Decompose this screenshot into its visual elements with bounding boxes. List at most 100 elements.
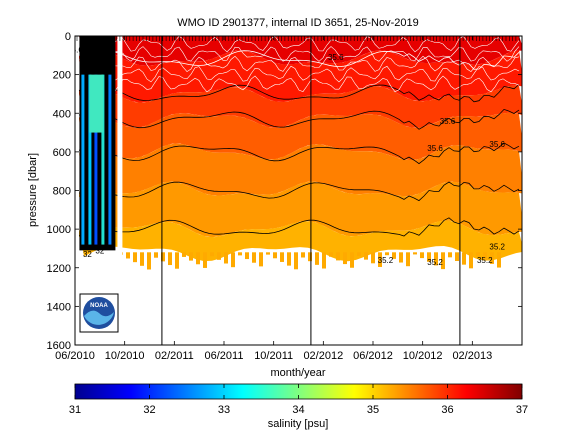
x-tick-label: 02/2011 (155, 350, 194, 362)
surface-contour-line (98, 65, 520, 83)
fringe-bar (483, 252, 487, 261)
x-tick-label: 06/2011 (205, 350, 244, 362)
fringe-bar (322, 252, 326, 269)
fringe-bar (238, 252, 242, 256)
colorbar-tick-label: 34 (292, 404, 304, 416)
fringe-bar (371, 252, 375, 264)
colorbar-tick-label: 33 (218, 404, 230, 416)
fringe-bar (231, 252, 235, 268)
contour-line (78, 84, 520, 103)
low-salinity-column (79, 36, 123, 264)
contour-line (78, 142, 520, 165)
salinity-band (79, 112, 522, 161)
y-axis: 0 200 400 600 800 1000 1200 1400 1600 (47, 31, 522, 352)
column-patch (89, 74, 104, 133)
fringe-bar (308, 252, 312, 262)
fringe-bar (441, 252, 445, 270)
fringe-bar (252, 252, 256, 263)
colorbar-ticks: 31 32 33 34 35 36 37 (69, 384, 528, 416)
contour-label: 35.2 (378, 256, 394, 265)
fringe-bar (385, 252, 389, 256)
x-tick-label: 02/2013 (452, 350, 492, 362)
salinity-band (79, 181, 522, 238)
fringe-bar (266, 252, 270, 255)
x-tick-label: 06/2012 (353, 350, 393, 362)
fringe-bar (287, 252, 291, 266)
fringe-bar (329, 252, 333, 257)
fringe-bar (126, 252, 130, 259)
surface-contour-line (98, 75, 520, 93)
y-tick-label: 400 (53, 108, 71, 120)
column-stripe (81, 74, 85, 245)
fringe-bar (224, 252, 228, 264)
y-tick-label: 1600 (47, 340, 71, 352)
noaa-logo: NOAA (79, 293, 119, 333)
colorbar-tick-label: 35 (367, 404, 379, 416)
fringe-bar (399, 252, 403, 263)
colorbar-tick-label: 37 (516, 404, 528, 416)
surface-contours (98, 36, 520, 93)
x-tick-label: 10/2012 (403, 350, 443, 362)
x-axis-label: month/year (270, 367, 325, 379)
fringe-bar (406, 252, 410, 267)
fringe-bar (133, 252, 137, 263)
colorbar-label: salinity [psu] (268, 418, 329, 430)
fringe-bar (490, 252, 494, 264)
salinity-band (79, 220, 522, 262)
contour-label: 35.6 (328, 53, 344, 62)
fringe-bar (378, 252, 382, 267)
fringe-bar (147, 252, 151, 270)
fringe-bar (273, 252, 277, 259)
fringe-bar (210, 252, 214, 257)
fringe-bar (140, 252, 144, 266)
contour-label: 35.2 (489, 243, 505, 252)
contour-label: 32 (83, 250, 92, 259)
contour-line (78, 181, 520, 202)
fringe-bar (448, 252, 452, 258)
fringe-bar (350, 252, 354, 268)
column-stripe (101, 74, 105, 245)
column-stripe (94, 74, 98, 245)
x-tick-label: 10/2011 (254, 350, 293, 362)
fringe-bar (196, 252, 200, 265)
x-tick-label: 10/2010 (105, 350, 145, 362)
chart-title: WMO ID 2901377, internal ID 3651, 25-Nov… (177, 17, 419, 29)
y-tick-label: 1000 (47, 224, 71, 236)
y-tick-label: 200 (53, 70, 71, 82)
fringe-bar (175, 252, 179, 269)
contour-label: 35.6 (67, 46, 83, 55)
contour-label: 32 (95, 246, 104, 255)
surface-contour-line (98, 55, 520, 72)
fringe-bar (357, 252, 361, 256)
fringe-bar (462, 252, 466, 265)
profile-ticks (76, 36, 520, 41)
plot-area: 35.6 35.6 35.6 35.6 35.6 35.2 35.2 35.2 35.2 32 32 (67, 36, 522, 345)
fringe-bar (203, 252, 207, 268)
fringe-bar (217, 252, 221, 260)
salinity-band (79, 143, 522, 197)
contour-label: 35.2 (427, 258, 443, 267)
salinity-band (79, 36, 522, 66)
fringe-bar (434, 252, 438, 266)
column-stripe (88, 74, 92, 245)
fringe-bar (392, 252, 396, 259)
fringe-bar (476, 252, 480, 257)
x-axis: 06/2010 10/2010 02/2011 06/2011 10/2011 02/20… (55, 36, 492, 362)
surface-contour-line (98, 36, 520, 53)
fringe-bar (301, 252, 305, 258)
fringe-bar (420, 252, 424, 259)
surface-contour-line (98, 46, 520, 62)
fringe-bar (182, 252, 186, 257)
fringe-bar (455, 252, 459, 261)
contour-label: 35.6 (489, 140, 505, 149)
colorbar-tick-label: 31 (69, 404, 81, 416)
x-tick-label: 02/2012 (303, 350, 343, 362)
y-axis-label: pressure [dbar] (27, 153, 39, 227)
contour-line (78, 108, 520, 130)
contour-label: 35.6 (440, 117, 456, 126)
colorbar-tick-label: 32 (143, 404, 155, 416)
fringe-bar (315, 252, 319, 265)
contour-line (78, 49, 520, 70)
fringe-bar (189, 252, 193, 261)
data-gap (117, 36, 123, 264)
